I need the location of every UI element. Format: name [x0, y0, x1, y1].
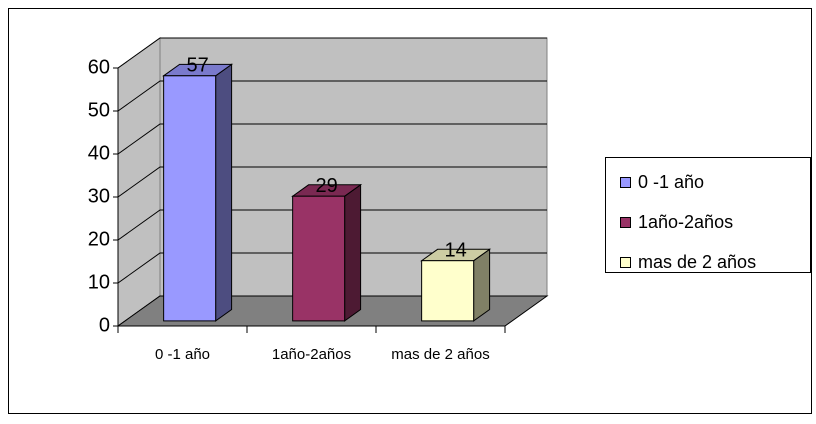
legend-swatch — [620, 257, 631, 268]
y-tick-label: 60 — [88, 56, 110, 78]
y-tick-label: 40 — [88, 142, 110, 164]
grid-line — [117, 166, 547, 198]
legend-swatch — [620, 177, 631, 188]
bar-side — [215, 63, 233, 322]
x-tick-label: 1año-2años — [271, 346, 352, 363]
grid-line — [117, 252, 547, 284]
grid-line — [117, 123, 547, 155]
grid-line — [117, 209, 547, 241]
bar-side — [473, 248, 491, 322]
bar — [163, 75, 217, 322]
y-tick-label: 50 — [88, 99, 110, 121]
y-tick-label: 30 — [88, 185, 110, 207]
legend-label: 1año-2años — [638, 212, 733, 232]
x-tick-label: mas de 2 años — [391, 346, 490, 363]
value-label: 14 — [444, 240, 466, 262]
value-label: 29 — [315, 175, 337, 197]
bar — [421, 260, 475, 322]
grid-line — [117, 37, 547, 69]
x-tick-label: 0 -1 año — [154, 346, 211, 363]
value-label: 57 — [186, 55, 208, 77]
y-tick-label: 10 — [88, 271, 110, 293]
y-tick-label: 20 — [88, 228, 110, 250]
legend-label: mas de 2 años — [638, 252, 756, 272]
grid-line — [117, 80, 547, 112]
y-tick-label: 0 — [99, 314, 110, 336]
legend-swatch — [620, 217, 631, 228]
legend-box — [605, 157, 811, 273]
bar-side — [344, 183, 362, 322]
bar — [292, 195, 346, 322]
legend-label: 0 -1 año — [638, 172, 704, 192]
